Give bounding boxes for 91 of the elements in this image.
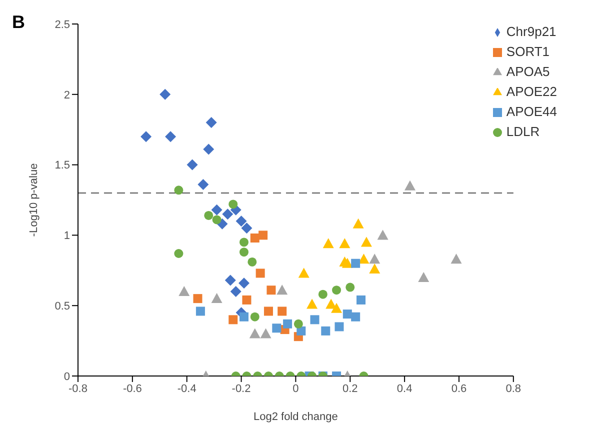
point (266, 286, 276, 295)
point (238, 278, 250, 289)
point (272, 324, 282, 333)
point (249, 328, 260, 338)
point (178, 286, 190, 296)
point (351, 258, 360, 268)
legend-label: APOA5 (506, 64, 550, 79)
point (174, 186, 184, 195)
x-tick-label: -0.6 (122, 382, 142, 395)
y-tick-label: 2 (64, 89, 70, 102)
x-tick-label: 0.8 (506, 382, 522, 395)
point (212, 215, 222, 224)
point (283, 319, 292, 328)
point (342, 258, 353, 268)
point (250, 312, 260, 322)
point (260, 328, 272, 338)
point (222, 208, 234, 220)
point (334, 322, 344, 332)
point (186, 159, 198, 170)
legend-label: APOE44 (506, 104, 557, 119)
chart-title: B (12, 12, 25, 33)
point (346, 282, 355, 292)
point (331, 302, 342, 313)
legend-label: SORT1 (506, 44, 550, 59)
point (278, 306, 287, 316)
point (404, 180, 416, 190)
point (321, 326, 330, 336)
point (322, 238, 334, 248)
point (306, 298, 318, 309)
point (342, 310, 352, 319)
point (206, 117, 217, 128)
point (211, 293, 222, 304)
x-tick-label: 0.6 (451, 382, 467, 395)
y-axis-title: -Log10 p-value (28, 163, 40, 237)
point (240, 312, 248, 322)
point (296, 326, 306, 336)
point (258, 230, 268, 240)
x-tick-label: -0.2 (232, 382, 251, 395)
point (242, 295, 252, 304)
point (377, 230, 388, 240)
legend-label: APOE22 (506, 84, 557, 99)
point (352, 218, 364, 228)
x-axis-title: Log2 fold change (253, 411, 338, 423)
y-tick-label: 1 (64, 230, 70, 242)
point (174, 249, 184, 258)
point (160, 88, 171, 100)
point (228, 315, 238, 324)
point (224, 274, 236, 286)
point (276, 284, 288, 295)
point (250, 234, 260, 243)
point (236, 216, 247, 227)
point (369, 263, 380, 274)
point (196, 306, 205, 316)
point (241, 222, 252, 234)
point (140, 131, 152, 142)
legend-label: Chr9p21 (506, 24, 556, 39)
y-tick-label: 1.5 (54, 160, 70, 172)
x-tick-label: -0.8 (68, 382, 88, 395)
point (318, 290, 328, 299)
x-tick-label: 0 (292, 382, 299, 395)
point (198, 179, 209, 190)
point (356, 295, 366, 304)
point (203, 144, 214, 155)
x-tick-label: 0.4 (396, 382, 412, 395)
point (294, 319, 303, 328)
point (369, 254, 380, 264)
y-tick-label: 0 (64, 370, 70, 383)
x-tick-label: 0.2 (342, 382, 358, 395)
point (240, 238, 248, 247)
point (240, 248, 248, 257)
point (360, 236, 372, 247)
point (332, 286, 342, 295)
x-tick-label: -0.4 (177, 382, 196, 395)
legend-label: LDLR (506, 124, 540, 139)
point (193, 294, 202, 304)
point (211, 204, 222, 216)
point (310, 315, 320, 324)
point (351, 312, 360, 322)
point (228, 200, 238, 209)
point (264, 306, 273, 316)
point (450, 254, 462, 264)
point (230, 286, 242, 298)
point (165, 131, 176, 142)
point (418, 272, 430, 282)
point (298, 268, 310, 278)
point (339, 238, 350, 248)
y-tick-label: 2.5 (54, 18, 70, 31)
y-tick-label: 0.5 (54, 300, 70, 313)
point (248, 257, 257, 266)
point (204, 210, 214, 220)
point (256, 268, 265, 278)
